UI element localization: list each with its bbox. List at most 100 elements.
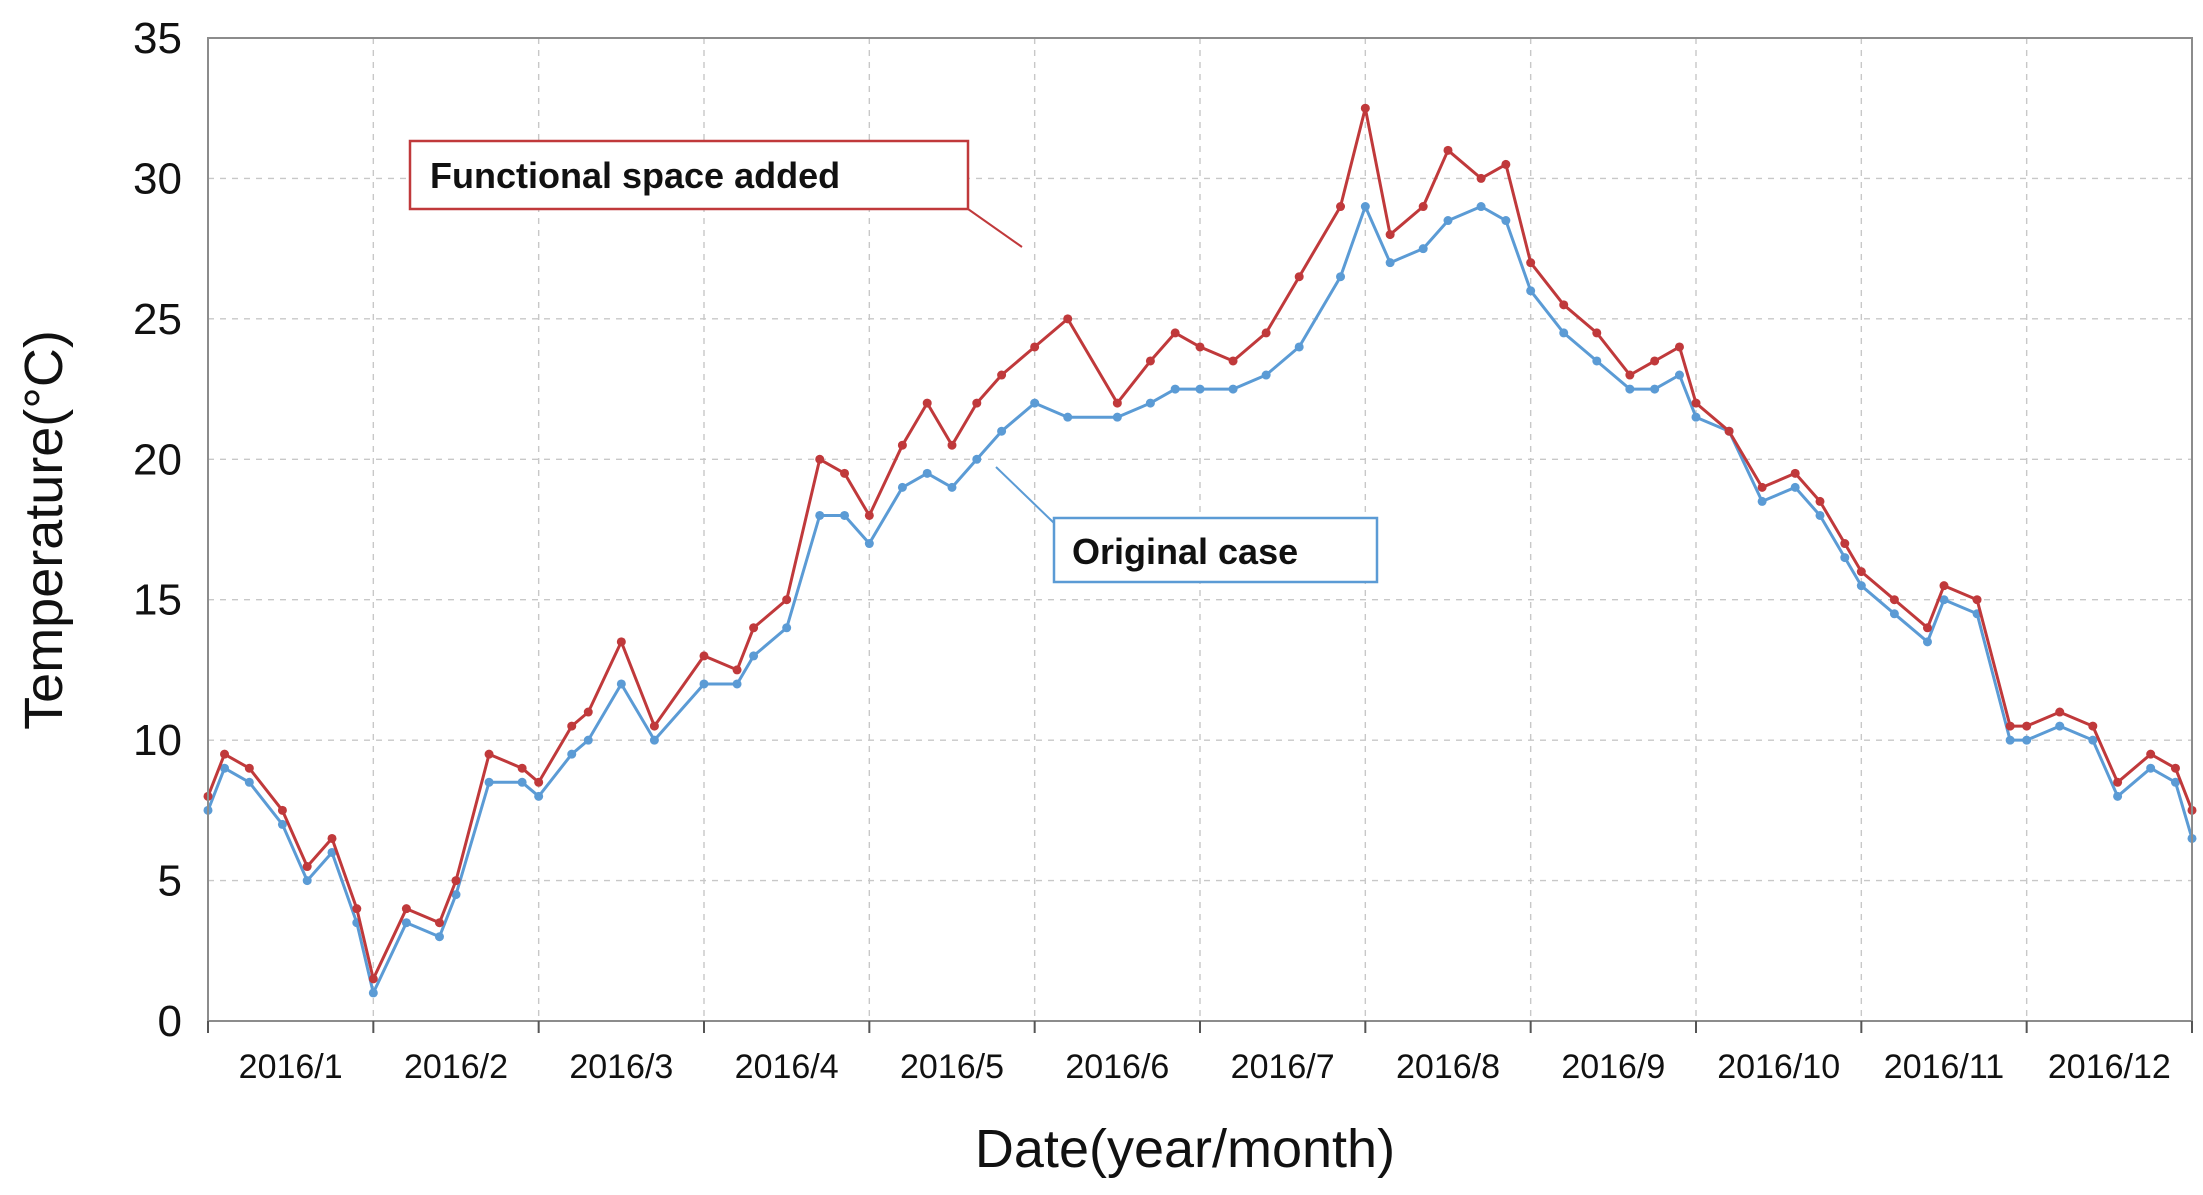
callout-label-original: Original case	[1072, 531, 1298, 572]
y-tick-label: 25	[133, 295, 182, 344]
data-point	[2170, 777, 2180, 787]
data-point	[1526, 258, 1536, 268]
data-point	[897, 482, 907, 492]
data-point	[484, 777, 494, 787]
data-point	[327, 847, 337, 857]
data-point	[534, 791, 544, 801]
data-point	[1526, 286, 1536, 296]
data-point	[1856, 567, 1866, 577]
data-point	[567, 749, 577, 759]
axis-layer: 0 5 10 15 20 25 30 35 2016/1 2016/2 2016/3 2016/4 20…	[133, 14, 2193, 1086]
data-point	[2055, 707, 2065, 717]
data-point	[1418, 244, 1428, 254]
data-point	[1674, 342, 1684, 352]
data-point	[1112, 412, 1122, 422]
data-point	[922, 398, 932, 408]
data-point	[1443, 145, 1453, 155]
data-point	[1170, 384, 1180, 394]
data-point	[1757, 482, 1767, 492]
y-tick-label: 15	[133, 576, 182, 625]
data-point	[864, 510, 874, 520]
x-axis-title: Date(year/month)	[975, 1119, 1395, 1179]
data-point	[1889, 595, 1899, 605]
y-tick-label: 35	[133, 14, 182, 63]
data-point	[864, 539, 874, 549]
data-point	[352, 904, 362, 914]
data-point	[1592, 328, 1602, 338]
data-point	[277, 805, 287, 815]
callout-box-original	[1052, 516, 1379, 584]
x-tick-label: 2016/7	[1231, 1048, 1335, 1086]
callout-leader-original	[995, 466, 1055, 524]
x-tick-label: 2016/1	[239, 1048, 343, 1086]
data-point	[782, 595, 792, 605]
data-point	[782, 623, 792, 633]
data-point	[840, 468, 850, 478]
x-tick-label: 2016/2	[404, 1048, 508, 1086]
y-tick-label: 30	[133, 154, 182, 203]
data-point	[2113, 777, 2123, 787]
data-point	[277, 819, 287, 829]
data-point	[616, 637, 626, 647]
x-tick-label: 2016/11	[1884, 1048, 2004, 1086]
grid-layer	[208, 38, 2192, 1021]
data-point	[1360, 103, 1370, 113]
data-point	[997, 426, 1007, 436]
data-point	[1790, 468, 1800, 478]
y-tick-label: 20	[133, 435, 182, 484]
data-point	[1063, 314, 1073, 324]
data-point	[699, 651, 709, 661]
data-point	[327, 833, 337, 843]
data-point	[434, 918, 444, 928]
data-point	[220, 763, 230, 773]
data-point	[1939, 581, 1949, 591]
series-original-case	[203, 202, 2197, 998]
data-point	[1840, 539, 1850, 549]
data-point	[220, 749, 230, 759]
x-tick-label: 2016/10	[1717, 1048, 1840, 1086]
data-point	[1418, 202, 1428, 212]
data-point	[1195, 384, 1205, 394]
data-point	[972, 398, 982, 408]
data-point	[2022, 735, 2032, 745]
data-point	[583, 735, 593, 745]
data-point	[1030, 398, 1040, 408]
data-point	[1336, 272, 1346, 282]
data-point	[1625, 370, 1635, 380]
data-point	[1972, 595, 1982, 605]
data-point	[1856, 581, 1866, 591]
data-point	[1443, 216, 1453, 226]
y-tick-label: 5	[158, 857, 182, 906]
data-point	[368, 988, 378, 998]
data-point	[749, 651, 759, 661]
data-point	[616, 679, 626, 689]
data-point	[1476, 202, 1486, 212]
data-point	[2088, 721, 2098, 731]
data-point	[1501, 216, 1511, 226]
x-tick-label: 2016/9	[1561, 1048, 1665, 1086]
data-point	[517, 763, 527, 773]
data-point	[368, 974, 378, 984]
data-point	[1559, 328, 1569, 338]
x-tick-label: 2016/8	[1396, 1048, 1500, 1086]
data-point	[972, 454, 982, 464]
data-point	[1674, 370, 1684, 380]
y-axis-title: Temperature(°C)	[14, 330, 74, 730]
data-point	[1922, 623, 1932, 633]
data-point	[897, 440, 907, 450]
data-point	[1112, 398, 1122, 408]
data-point	[2005, 721, 2015, 731]
data-point	[484, 749, 494, 759]
data-point	[1939, 595, 1949, 605]
data-point	[1501, 159, 1511, 169]
data-point	[1170, 328, 1180, 338]
data-point	[1889, 609, 1899, 619]
data-point	[1195, 342, 1205, 352]
data-point	[1691, 412, 1701, 422]
data-point	[302, 862, 312, 872]
data-point	[1840, 553, 1850, 563]
data-point	[1922, 637, 1932, 647]
data-point	[1724, 426, 1734, 436]
data-point	[1625, 384, 1635, 394]
